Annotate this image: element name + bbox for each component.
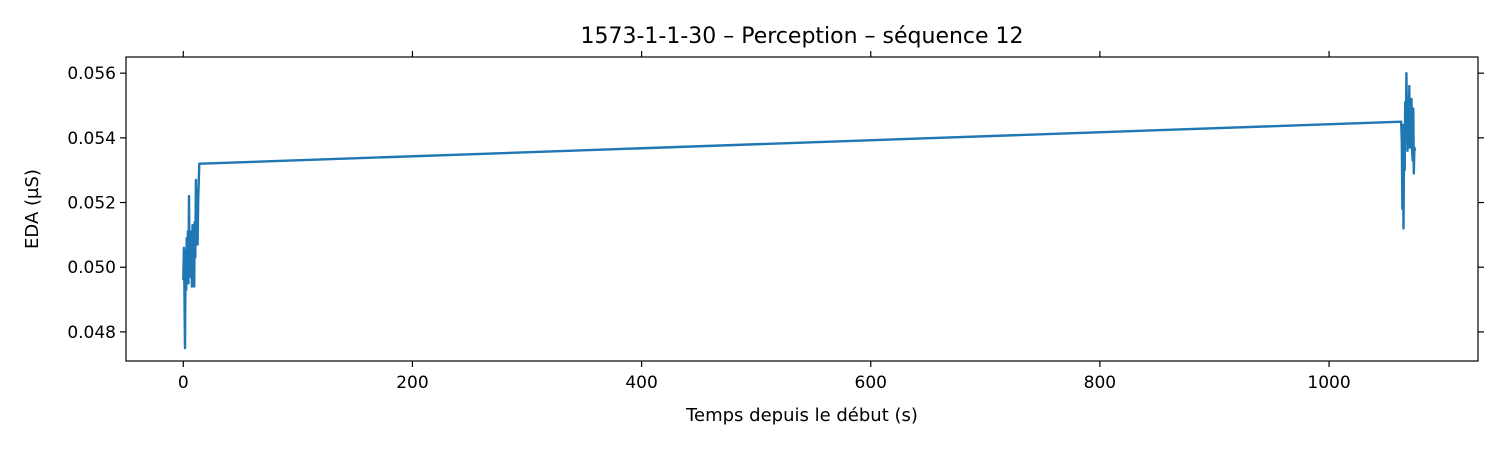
chart-title: 1573-1-1-30 – Perception – séquence 12 (580, 24, 1023, 49)
x-tick-label: 1000 (1307, 373, 1350, 393)
x-axis-ticks: 0 200 400 600 800 1000 (178, 51, 1351, 393)
y-tick-label: 0.048 (67, 323, 116, 343)
x-tick-label: 200 (396, 373, 428, 393)
plot-area (182, 71, 1417, 350)
y-axis-label: EDA (µS) (22, 169, 43, 249)
eda-series-line (182, 71, 1417, 350)
x-tick-label: 800 (1084, 373, 1116, 393)
y-tick-label: 0.056 (67, 64, 116, 84)
x-tick-label: 600 (855, 373, 887, 393)
y-axis-ticks: 0.048 0.050 0.052 0.054 0.056 (67, 64, 1484, 343)
y-tick-label: 0.050 (67, 258, 116, 278)
x-tick-label: 400 (625, 373, 657, 393)
axes-frame (125, 56, 1479, 362)
y-tick-label: 0.052 (67, 194, 116, 214)
y-tick-label: 0.054 (67, 129, 116, 149)
x-tick-label: 0 (178, 373, 189, 393)
x-axis-label: Temps depuis le début (s) (685, 405, 918, 426)
